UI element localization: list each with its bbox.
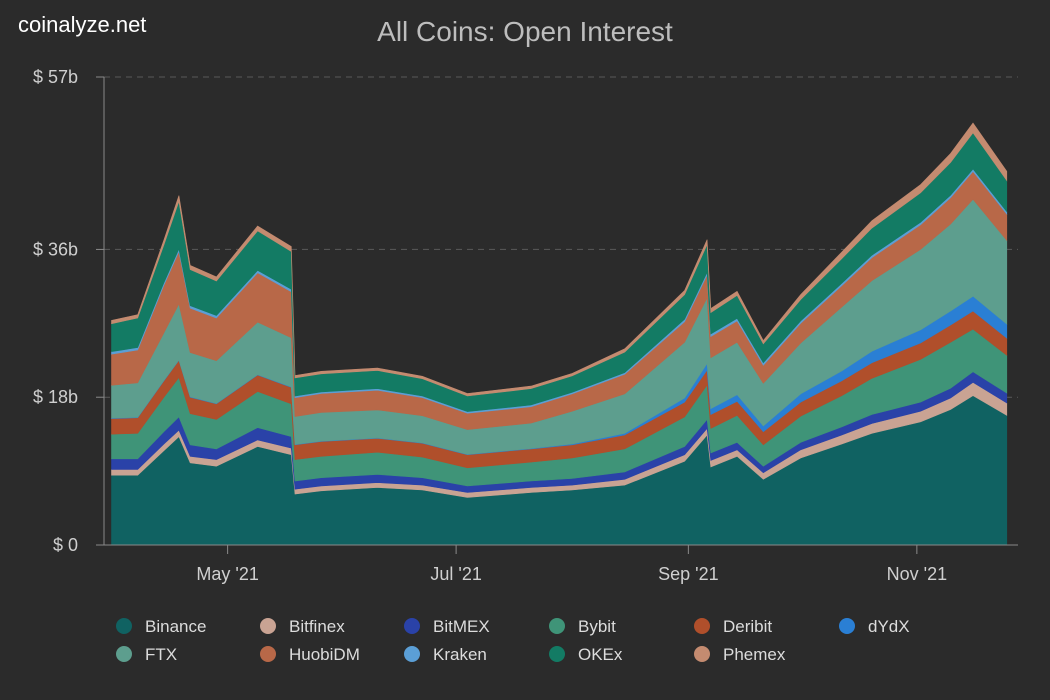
chart-title: All Coins: Open Interest	[377, 16, 673, 47]
legend-item-huobidm[interactable]: HuobiDM	[260, 645, 360, 664]
y-tick-label: $ 36b	[33, 239, 78, 259]
legend-swatch	[694, 646, 710, 662]
x-tick-label: May '21	[196, 564, 258, 584]
legend-swatch	[260, 618, 276, 634]
legend-item-dydx[interactable]: dYdX	[839, 617, 910, 636]
legend-item-binance[interactable]: Binance	[116, 617, 206, 636]
legend-item-okex[interactable]: OKEx	[549, 645, 623, 664]
legend-label: Bybit	[578, 617, 616, 636]
legend-swatch	[694, 618, 710, 634]
series-area-layer	[111, 122, 1008, 546]
legend-item-bitmex[interactable]: BitMEX	[404, 617, 490, 636]
y-tick-label: $ 18b	[33, 387, 78, 407]
legend-swatch	[549, 646, 565, 662]
legend-label: Phemex	[723, 645, 786, 664]
legend-label: FTX	[145, 645, 177, 664]
legend-item-phemex[interactable]: Phemex	[694, 645, 786, 664]
legend-item-kraken[interactable]: Kraken	[404, 645, 487, 664]
legend-label: dYdX	[868, 617, 910, 636]
legend-label: OKEx	[578, 645, 623, 664]
legend-swatch	[116, 646, 132, 662]
legend-item-bitfinex[interactable]: Bitfinex	[260, 617, 345, 636]
legend-label: Deribit	[723, 617, 772, 636]
legend-item-ftx[interactable]: FTX	[116, 645, 177, 664]
y-tick-label: $ 0	[53, 535, 78, 555]
legend-label: BitMEX	[433, 617, 490, 636]
legend: Binance Bitfinex BitMEX Bybit Deribit dYdX FTX…	[116, 617, 910, 664]
legend-label: Kraken	[433, 645, 487, 664]
legend-swatch	[116, 618, 132, 634]
legend-label: Bitfinex	[289, 617, 345, 636]
legend-swatch	[839, 618, 855, 634]
legend-swatch	[404, 646, 420, 662]
x-tick-label: Sep '21	[658, 564, 719, 584]
legend-swatch	[260, 646, 276, 662]
x-tick-label: Nov '21	[887, 564, 947, 584]
x-tick-label: Jul '21	[430, 564, 481, 584]
legend-label: Binance	[145, 617, 206, 636]
legend-item-deribit[interactable]: Deribit	[694, 617, 772, 636]
legend-swatch	[549, 618, 565, 634]
site-brand[interactable]: coinalyze.net	[18, 12, 147, 37]
legend-item-bybit[interactable]: Bybit	[549, 617, 616, 636]
legend-label: HuobiDM	[289, 645, 360, 664]
series-area-phemex	[111, 122, 1008, 397]
y-tick-label: $ 57b	[33, 67, 78, 87]
axis-layer: $ 0 $ 18b $ 36b $ 57b May '21 Jul '21 Sep '21 N…	[33, 67, 1018, 584]
legend-swatch	[404, 618, 420, 634]
